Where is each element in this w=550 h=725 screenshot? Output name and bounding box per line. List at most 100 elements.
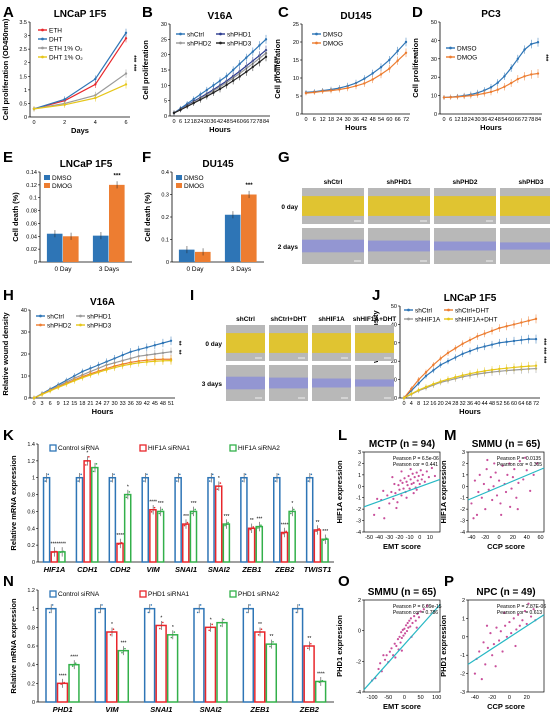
scatter-point [525, 622, 528, 626]
x-tick-label: 6 [49, 401, 52, 407]
scatter-point [396, 501, 399, 504]
replicate-dot [249, 604, 251, 606]
legend-label: shPHD1 [227, 31, 252, 38]
y-tick-label: 0 [164, 114, 167, 120]
regression-line [363, 478, 441, 508]
x-tick-label: 39 [136, 401, 142, 407]
replicate-dot [172, 634, 174, 636]
series-1 [442, 69, 540, 100]
x-tick-label: 36 [353, 117, 359, 123]
x-tick-label: 48 [370, 117, 376, 123]
replicate-dot [158, 512, 161, 515]
wound-region [434, 241, 496, 251]
legend-swatch [229, 444, 237, 452]
significance-label: **** [116, 533, 124, 539]
scatter-point [411, 472, 414, 475]
bar [273, 476, 281, 563]
legend-marker [407, 308, 410, 312]
bar [182, 523, 190, 563]
significance-label: *** [540, 338, 546, 346]
scatter-point [408, 619, 411, 622]
data-point [512, 323, 516, 326]
panel-label-p: P [444, 573, 454, 590]
y-tick-label: 1 [462, 473, 465, 479]
replicate-dot [209, 626, 212, 629]
data-point [231, 79, 235, 82]
data-point [505, 325, 508, 328]
x-tick-label: 66 [515, 117, 521, 123]
data-point [129, 357, 132, 360]
scatter-point [394, 492, 397, 495]
x-tick-label: 6 [449, 117, 452, 123]
data-point [73, 379, 76, 383]
scatter-point [529, 489, 532, 492]
data-point [388, 58, 391, 62]
x-tick-label: 0 [442, 117, 445, 123]
bar [143, 607, 156, 703]
scatter-point [475, 513, 479, 516]
scatter-point [524, 456, 527, 459]
data-point [469, 94, 473, 97]
bar [123, 493, 132, 563]
y-tick-label: 25 [293, 22, 299, 28]
y-tick-label: 10 [21, 374, 27, 380]
replicate-dot [191, 512, 193, 515]
data-point [185, 105, 189, 108]
data-point [94, 96, 97, 100]
panel-label-f: F [142, 149, 151, 166]
scatter-point [397, 484, 400, 487]
replicate-dot [50, 607, 52, 610]
scatter-point [514, 644, 517, 648]
y-tick-label: 20 [391, 359, 397, 365]
panel-label-g: G [278, 149, 290, 166]
data-point [304, 91, 308, 95]
chart-title: DU145 [340, 11, 372, 22]
x-tick-label: 60 [511, 401, 517, 407]
x-tick-label: 2 [63, 120, 66, 126]
pearson-p-value: Pearson P = 6.09e-15 [393, 604, 442, 610]
y-axis-label: PHD1 expression [439, 615, 448, 677]
series-line [33, 73, 127, 110]
legend-label: DMOG [323, 40, 343, 47]
y-tick-label: -2 [356, 659, 361, 665]
x-axis-label: EMT score [383, 702, 421, 711]
column-label: shCtrl+DHT [271, 316, 307, 323]
wound-region [355, 333, 394, 353]
regression-line [467, 614, 545, 665]
chart-title: SMMU (n = 65) [472, 439, 541, 450]
x-axis-label: CCP score [487, 702, 525, 711]
y-axis-label: HIF1A expression [439, 460, 448, 523]
data-point [454, 347, 457, 350]
x-tick-label: 12 [423, 401, 429, 407]
data-point [89, 373, 92, 377]
y-tick-label: -3 [460, 519, 465, 525]
wound-region [302, 239, 364, 253]
y-tick-label: 0.4 [27, 526, 35, 532]
y-axis-label: Relative mRNA expression [9, 598, 18, 694]
data-point [410, 387, 413, 390]
replicate-dot [170, 636, 173, 639]
chart-title: V16A [207, 11, 232, 22]
replicate-dot [298, 604, 301, 606]
significance-label: *** [121, 641, 127, 647]
scatter-point [399, 479, 402, 482]
series-2 [402, 364, 538, 401]
replicate-dot [94, 466, 96, 469]
data-point [520, 321, 523, 324]
series-line [33, 83, 127, 110]
legend-label: Control siRNA [58, 591, 100, 598]
significance-label: *** [542, 54, 548, 62]
legend-marker [447, 317, 450, 321]
scatter-point [480, 496, 483, 499]
panel-label-a: A [3, 4, 14, 21]
y-tick-label: 1 [32, 476, 35, 482]
replicate-dot [221, 621, 223, 624]
bar [141, 476, 150, 563]
chart-panel-a: LNCaP 1F5 Cell proliferation (OD450nm) Day… [1, 9, 136, 135]
y-tick-label: 0 [434, 112, 437, 118]
y-tick-label: 10 [431, 94, 437, 100]
data-point [238, 75, 241, 78]
x-tick-label: -50 [384, 695, 392, 701]
data-point [503, 75, 506, 78]
